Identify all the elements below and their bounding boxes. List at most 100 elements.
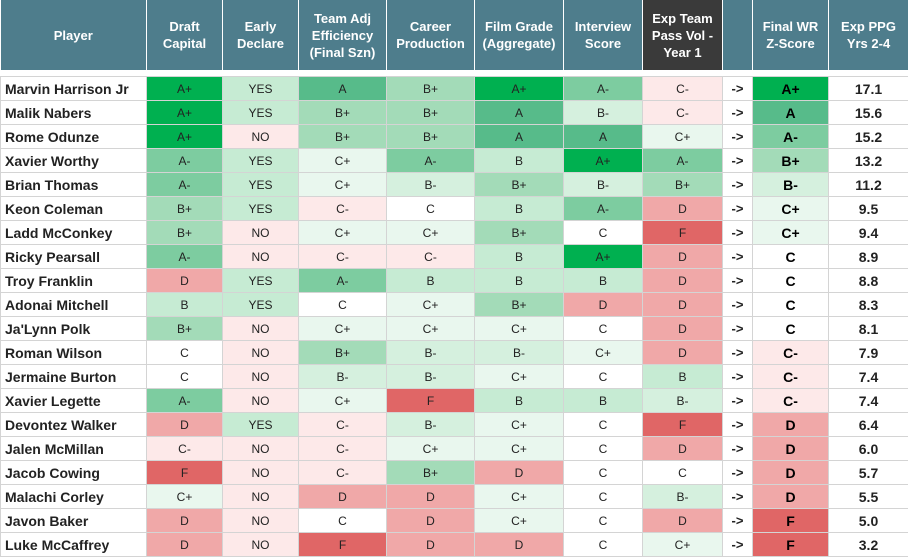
arrow-cell: -> [722, 412, 753, 437]
team-adj-efficiency-cell: C+ [298, 172, 387, 197]
film-grade-cell: B [474, 388, 564, 413]
draft-capital-cell: C+ [146, 484, 223, 509]
player-name-cell: Luke McCaffrey [0, 532, 147, 557]
table-row: Keon Coleman B+ YES C- C B A- D -> C+ 9.5 [0, 196, 908, 221]
exp-ppg-cell: 5.0 [828, 508, 908, 533]
career-production-cell: C [386, 196, 475, 221]
final-wr-z-score-cell: C- [752, 364, 829, 389]
exp-ppg-cell: 15.6 [828, 100, 908, 125]
player-name-cell: Adonai Mitchell [0, 292, 147, 317]
career-production-cell: C+ [386, 220, 475, 245]
player-name-cell: Jermaine Burton [0, 364, 147, 389]
player-name-cell: Troy Franklin [0, 268, 147, 293]
team-adj-efficiency-cell: C [298, 292, 387, 317]
final-wr-z-score-cell: D [752, 484, 829, 509]
career-production-cell: C+ [386, 292, 475, 317]
team-adj-efficiency-cell: C+ [298, 316, 387, 341]
final-wr-z-score-cell: C [752, 244, 829, 269]
player-name-cell: Ladd McConkey [0, 220, 147, 245]
draft-capital-cell: A+ [146, 76, 223, 101]
exp-ppg-cell: 6.0 [828, 436, 908, 461]
table-row: Luke McCaffrey D NO F D D C C+ -> F 3.2 [0, 532, 908, 557]
film-grade-cell: B [474, 268, 564, 293]
table-row: Jalen McMillan C- NO C- C+ C+ C D -> D 6.0 [0, 436, 908, 461]
arrow-cell: -> [722, 508, 753, 533]
team-adj-efficiency-cell: B+ [298, 340, 387, 365]
exp-team-pass-vol-cell: C- [642, 76, 723, 101]
career-production-cell: B- [386, 172, 475, 197]
arrow-cell: -> [722, 460, 753, 485]
player-name-cell: Ja'Lynn Polk [0, 316, 147, 341]
early-declare-cell: NO [222, 244, 299, 269]
team-adj-efficiency-cell: C- [298, 412, 387, 437]
final-wr-z-score-cell: A+ [752, 76, 829, 101]
team-adj-efficiency-cell: B+ [298, 100, 387, 125]
team-adj-efficiency-cell: C- [298, 460, 387, 485]
film-grade-cell: A [474, 100, 564, 125]
interview-score-cell: C [563, 460, 643, 485]
career-production-cell: B+ [386, 460, 475, 485]
exp-team-pass-vol-cell: D [642, 508, 723, 533]
career-production-cell: B [386, 268, 475, 293]
exp-team-pass-vol-cell: C+ [642, 532, 723, 557]
exp-team-pass-vol-cell: D [642, 436, 723, 461]
early-declare-cell: NO [222, 508, 299, 533]
early-declare-cell: NO [222, 220, 299, 245]
final-wr-z-score-cell: F [752, 532, 829, 557]
table-row: Jacob Cowing F NO C- B+ D C C -> D 5.7 [0, 460, 908, 485]
exp-team-pass-vol-cell: B- [642, 388, 723, 413]
header-draft-capital: Draft Capital [146, 0, 223, 70]
player-name-cell: Malachi Corley [0, 484, 147, 509]
final-wr-z-score-cell: A [752, 100, 829, 125]
draft-capital-cell: B+ [146, 196, 223, 221]
table-row: Marvin Harrison Jr A+ YES A B+ A+ A- C- -> A+ 17.1 [0, 76, 908, 101]
team-adj-efficiency-cell: B- [298, 364, 387, 389]
draft-capital-cell: D [146, 532, 223, 557]
arrow-cell: -> [722, 532, 753, 557]
final-wr-z-score-cell: C [752, 292, 829, 317]
draft-capital-cell: D [146, 508, 223, 533]
player-name-cell: Javon Baker [0, 508, 147, 533]
table-row: Adonai Mitchell B YES C C+ B+ D D -> C 8.3 [0, 292, 908, 317]
header-arrow-spacer [722, 0, 753, 70]
exp-ppg-cell: 5.5 [828, 484, 908, 509]
team-adj-efficiency-cell: C+ [298, 148, 387, 173]
exp-ppg-cell: 8.3 [828, 292, 908, 317]
early-declare-cell: NO [222, 316, 299, 341]
film-grade-cell: C+ [474, 364, 564, 389]
arrow-cell: -> [722, 388, 753, 413]
player-name-cell: Malik Nabers [0, 100, 147, 125]
final-wr-z-score-cell: C- [752, 388, 829, 413]
draft-capital-cell: A+ [146, 100, 223, 125]
table-row: Ja'Lynn Polk B+ NO C+ C+ C+ C D -> C 8.1 [0, 316, 908, 341]
early-declare-cell: NO [222, 436, 299, 461]
interview-score-cell: C [563, 508, 643, 533]
interview-score-cell: C [563, 364, 643, 389]
exp-team-pass-vol-cell: C- [642, 100, 723, 125]
film-grade-cell: B [474, 196, 564, 221]
early-declare-cell: YES [222, 196, 299, 221]
exp-ppg-cell: 9.4 [828, 220, 908, 245]
interview-score-cell: C [563, 436, 643, 461]
header-early-declare: Early Declare [222, 0, 299, 70]
arrow-cell: -> [722, 364, 753, 389]
draft-capital-cell: A- [146, 172, 223, 197]
exp-team-pass-vol-cell: A- [642, 148, 723, 173]
exp-team-pass-vol-cell: B [642, 364, 723, 389]
draft-capital-cell: B [146, 292, 223, 317]
team-adj-efficiency-cell: C- [298, 436, 387, 461]
career-production-cell: B- [386, 364, 475, 389]
exp-ppg-cell: 7.4 [828, 388, 908, 413]
arrow-cell: -> [722, 124, 753, 149]
film-grade-cell: B- [474, 340, 564, 365]
film-grade-cell: B+ [474, 172, 564, 197]
exp-ppg-cell: 3.2 [828, 532, 908, 557]
arrow-cell: -> [722, 196, 753, 221]
table-row: Devontez Walker D YES C- B- C+ C F -> D 6.4 [0, 412, 908, 437]
career-production-cell: D [386, 532, 475, 557]
team-adj-efficiency-cell: B+ [298, 124, 387, 149]
exp-team-pass-vol-cell: B- [642, 484, 723, 509]
exp-ppg-cell: 8.8 [828, 268, 908, 293]
draft-capital-cell: A- [146, 148, 223, 173]
draft-capital-cell: D [146, 412, 223, 437]
